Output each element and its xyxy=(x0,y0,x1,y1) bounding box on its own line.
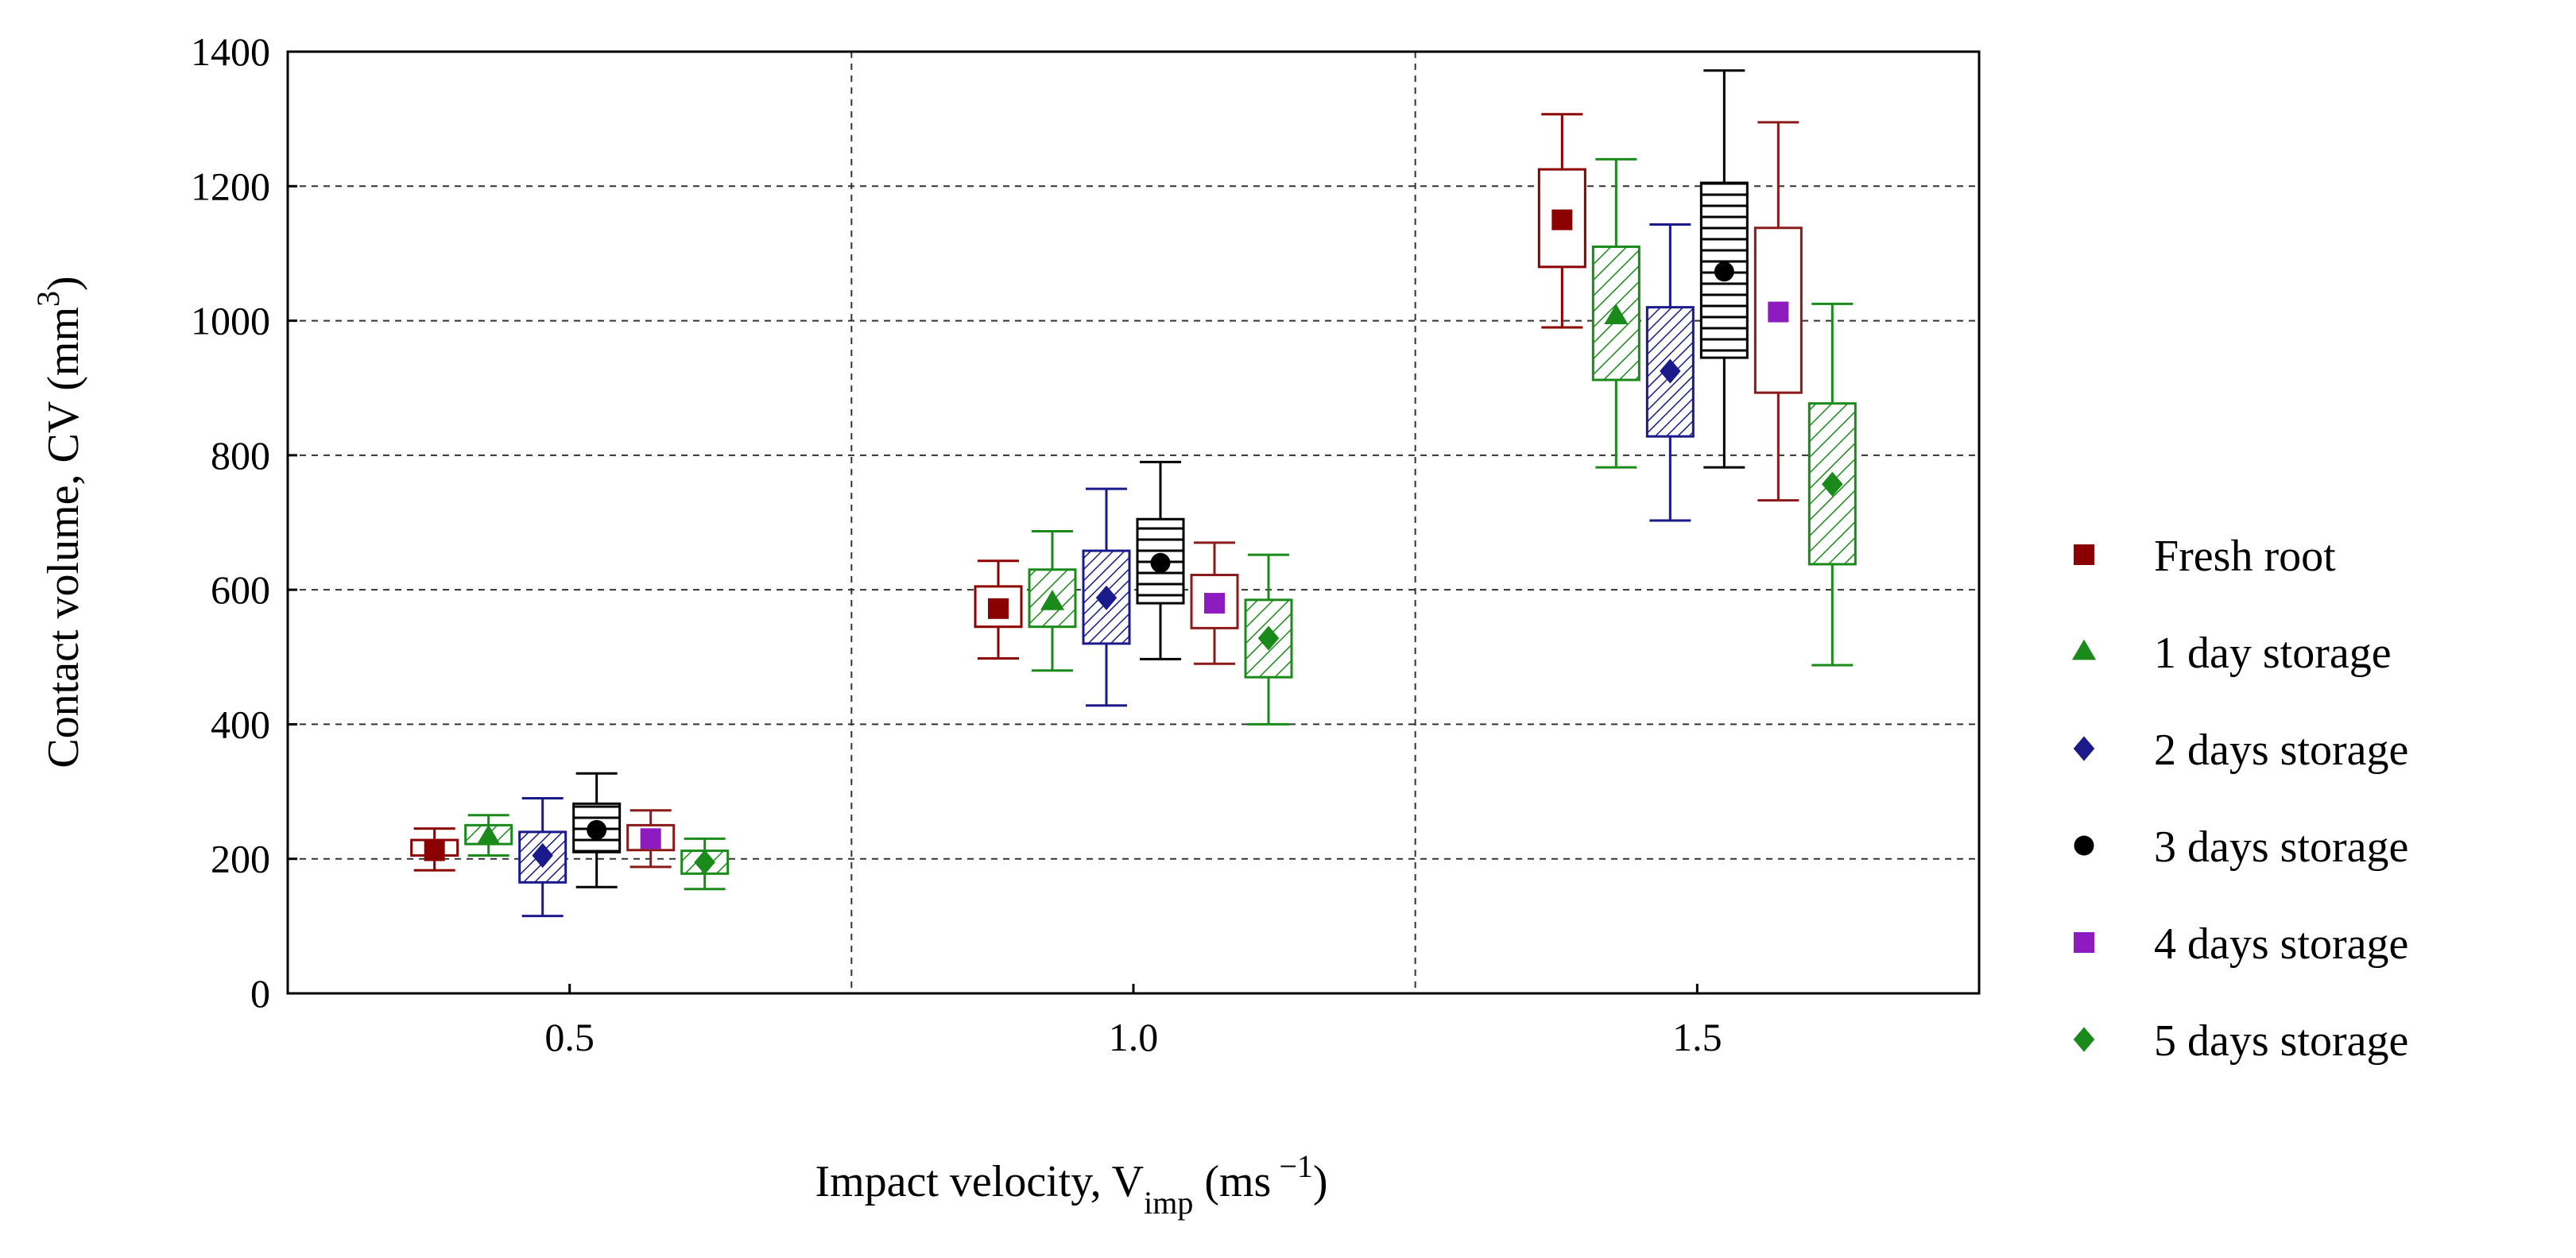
mean-marker xyxy=(1768,301,1789,323)
box-plot xyxy=(1537,113,1586,329)
legend-label: Fresh root xyxy=(2154,532,2336,581)
mean-marker xyxy=(1150,552,1171,573)
box-plot xyxy=(1591,157,1641,469)
mean-marker xyxy=(988,598,1009,619)
legend-label: 2 days storage xyxy=(2154,726,2408,775)
box-plot xyxy=(1807,302,1857,667)
box-plot xyxy=(1244,553,1293,726)
box-plot xyxy=(974,559,1023,660)
mean-marker xyxy=(1204,593,1225,614)
x-tick-label: 1.0 xyxy=(1109,1015,1159,1059)
y-tick-label: 1400 xyxy=(191,29,270,74)
legend-entry: 3 days storage xyxy=(2074,823,2408,872)
box-plot xyxy=(1190,541,1239,665)
mean-marker xyxy=(640,828,661,850)
mean-marker xyxy=(1822,471,1843,497)
y-tick-label: 0 xyxy=(250,971,270,1016)
box-plot xyxy=(1082,487,1131,707)
box-plot xyxy=(572,772,622,888)
box-plot xyxy=(1028,530,1077,672)
legend-marker xyxy=(2071,639,2097,660)
y-axis-title: Contact volume, CV (mm3) xyxy=(30,276,88,768)
legend-marker xyxy=(2073,1027,2095,1052)
legend-marker xyxy=(2074,835,2094,856)
legend-entry: 5 days storage xyxy=(2073,1016,2408,1066)
box-plot xyxy=(410,827,459,872)
legend-label: 1 day storage xyxy=(2154,629,2392,678)
legend-entry: 2 days storage xyxy=(2073,726,2408,775)
legend: Fresh root 1 day storage 2 days storage 3 d… xyxy=(2071,532,2408,1066)
legend-label: 5 days storage xyxy=(2154,1016,2408,1066)
x-axis-ticks: 0.5 1.0 1.5 xyxy=(544,984,1722,1059)
mean-marker xyxy=(1714,261,1734,282)
grid xyxy=(288,52,1979,993)
box-plot xyxy=(680,837,730,891)
box-plots xyxy=(410,69,1857,918)
mean-marker xyxy=(1660,358,1681,384)
legend-marker xyxy=(2074,932,2094,953)
x-tick-label: 1.5 xyxy=(1672,1015,1722,1059)
mean-marker xyxy=(1095,585,1118,610)
legend-entry: 4 days storage xyxy=(2074,919,2408,969)
legend-entry: 1 day storage xyxy=(2071,629,2392,678)
y-tick-label: 400 xyxy=(211,702,270,746)
mean-marker xyxy=(1604,304,1629,325)
mean-marker xyxy=(1257,625,1280,651)
mean-marker xyxy=(587,819,607,840)
mean-marker xyxy=(532,842,553,869)
mean-marker xyxy=(1551,209,1573,230)
box-plot xyxy=(626,809,676,869)
interquartile-box xyxy=(1136,517,1185,605)
y-tick-label: 1200 xyxy=(191,164,270,208)
mean-marker xyxy=(694,850,715,875)
legend-marker xyxy=(2073,736,2095,761)
legend-marker xyxy=(2074,544,2094,565)
box-plot xyxy=(1136,460,1185,660)
box-plot xyxy=(1645,223,1695,522)
y-tick-label: 800 xyxy=(211,433,270,478)
box-plot xyxy=(518,797,567,918)
x-tick-label: 0.5 xyxy=(544,1015,595,1059)
y-tick-label: 600 xyxy=(211,567,270,612)
mean-marker xyxy=(424,840,445,861)
legend-label: 4 days storage xyxy=(2154,919,2408,969)
y-tick-label: 1000 xyxy=(191,299,270,343)
x-axis-title: Impact velocity, Vimp (ms −1) xyxy=(815,1148,1327,1221)
mean-marker xyxy=(476,824,501,846)
y-axis-ticks: 0 200 400 600 800 1000 1200 1400 xyxy=(191,29,297,1016)
legend-entry: Fresh root xyxy=(2074,532,2336,581)
y-tick-label: 200 xyxy=(211,837,270,881)
box-plot xyxy=(1753,121,1803,502)
legend-label: 3 days storage xyxy=(2154,823,2408,872)
mean-marker xyxy=(1040,590,1065,610)
box-plot xyxy=(1699,69,1749,469)
box-plot xyxy=(464,814,513,857)
